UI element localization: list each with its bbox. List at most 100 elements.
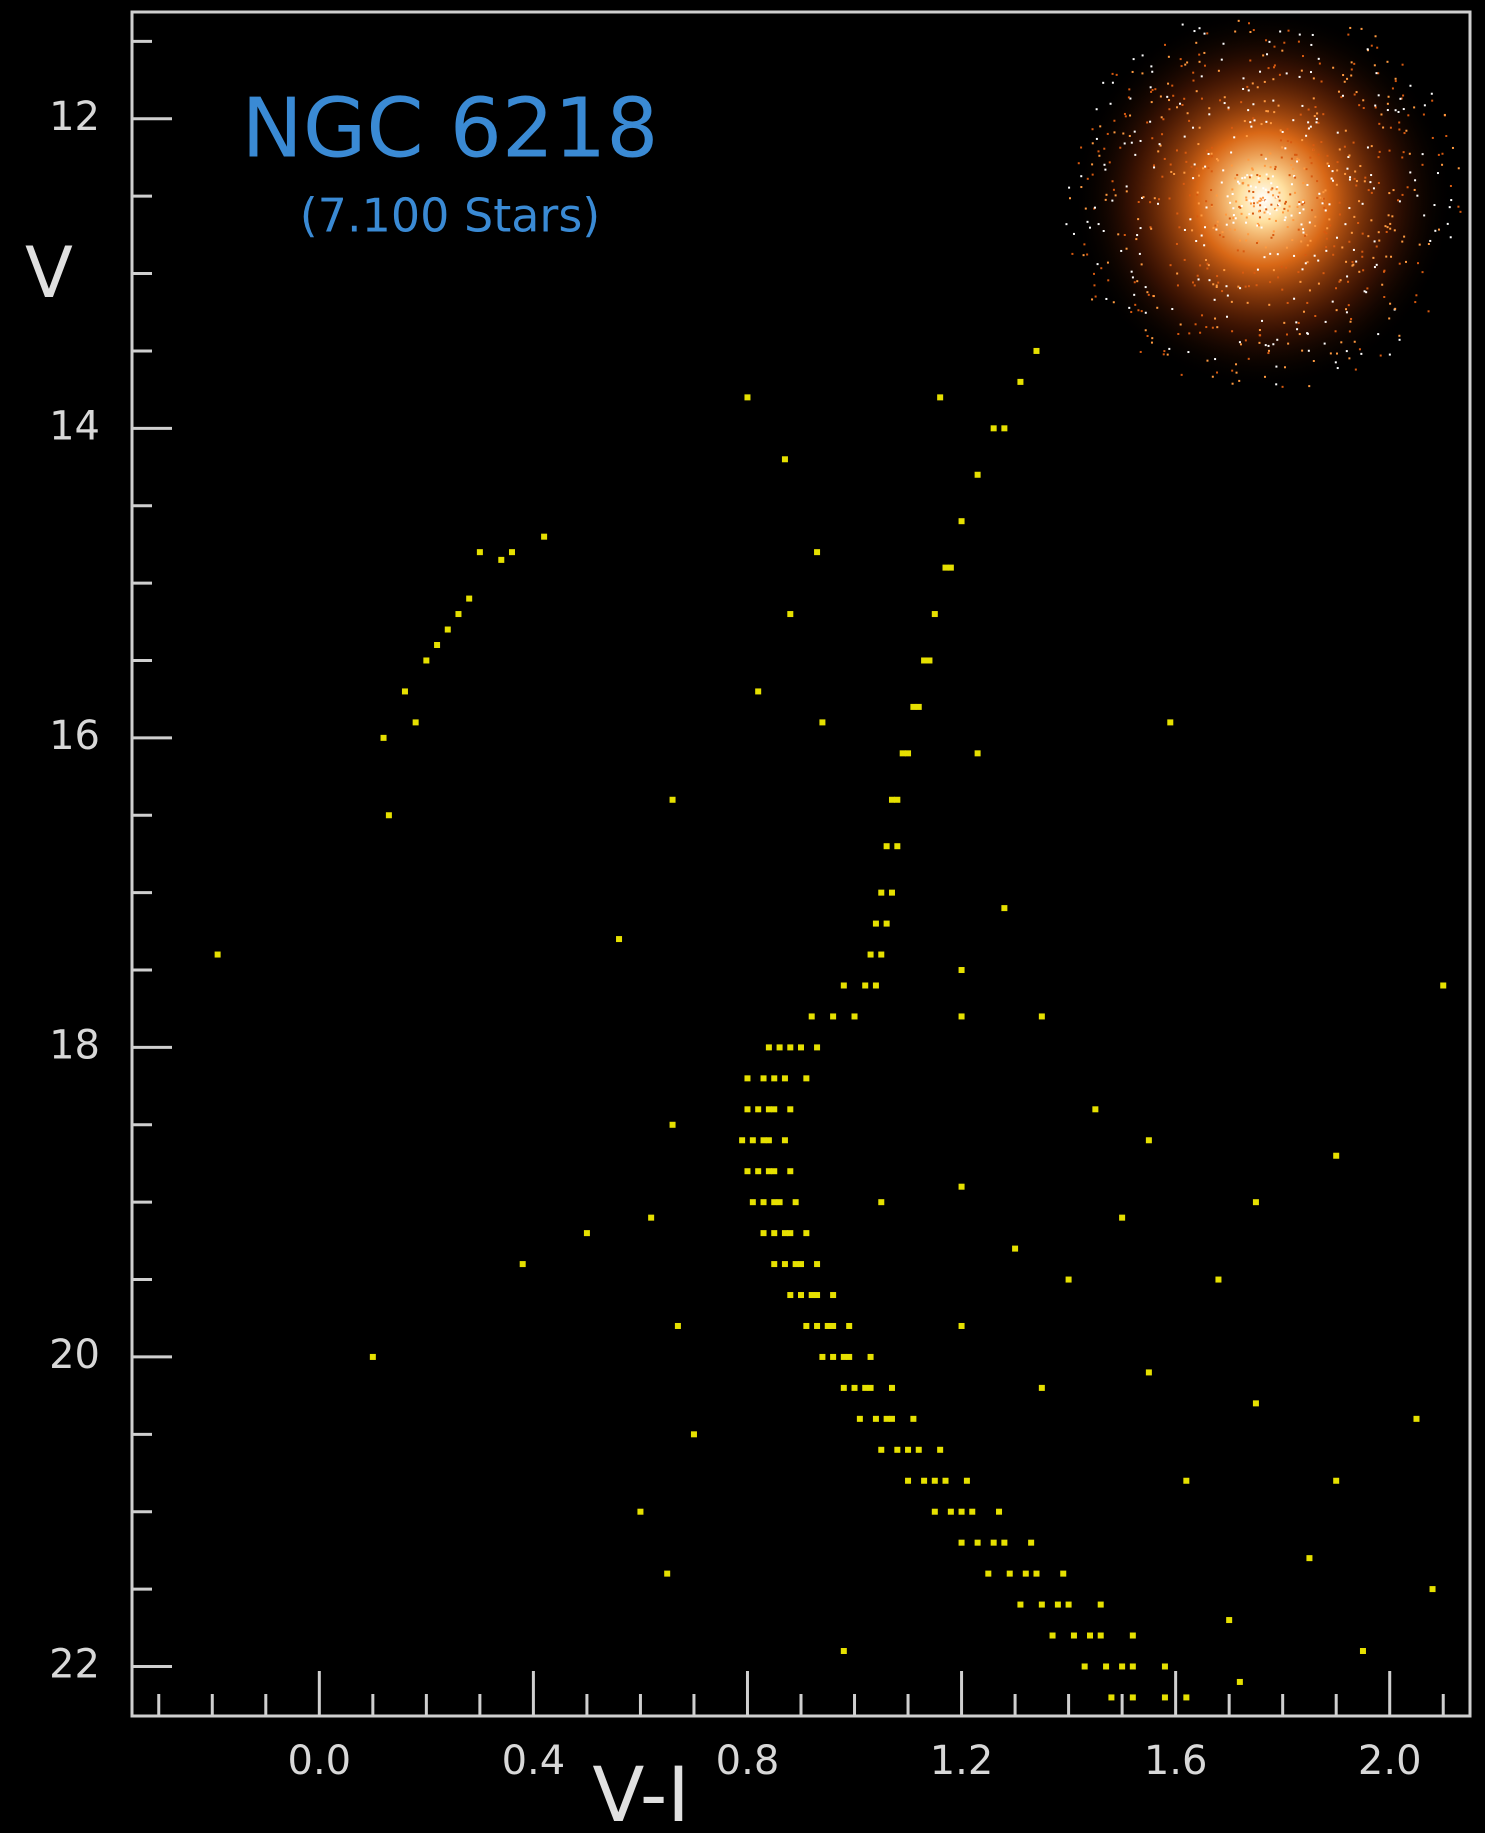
cluster-star [1225, 223, 1228, 226]
cluster-star [1234, 30, 1237, 33]
cluster-star [1252, 117, 1255, 120]
cluster-star [1361, 255, 1364, 258]
cluster-star [1391, 87, 1394, 90]
cluster-star [1372, 187, 1375, 190]
cluster-star [1245, 239, 1248, 242]
cluster-star [1248, 213, 1251, 216]
cluster-star [1247, 109, 1250, 112]
cluster-star [1265, 120, 1268, 123]
cluster-star [1322, 272, 1325, 275]
cluster-star [1169, 264, 1172, 267]
star-point [1092, 1106, 1099, 1113]
star-point [765, 1044, 772, 1051]
star-point [883, 843, 890, 850]
cluster-star [1309, 125, 1312, 128]
cluster-star [1102, 229, 1105, 232]
star-point [883, 1415, 890, 1422]
star-point [1119, 1214, 1126, 1221]
cluster-star [1254, 186, 1257, 189]
cluster-star [1252, 103, 1255, 106]
cluster-star [1205, 200, 1208, 203]
cluster-star [1100, 267, 1103, 270]
cluster-star [1158, 143, 1161, 146]
cluster-star [1379, 354, 1382, 357]
cluster-star [1259, 204, 1262, 207]
cluster-star [1244, 285, 1247, 288]
cluster-star [1387, 214, 1390, 217]
cluster-star [1150, 90, 1153, 93]
cluster-star [1142, 196, 1145, 199]
cluster-star [1207, 152, 1210, 155]
star-point [749, 1199, 756, 1206]
cluster-star [1159, 95, 1162, 98]
cluster-star [1293, 297, 1296, 300]
y-tick-label: 18 [49, 1022, 100, 1068]
cluster-star [1195, 240, 1198, 243]
cluster-star [1216, 371, 1219, 374]
cluster-star [1313, 115, 1316, 118]
cluster-star [1265, 208, 1268, 211]
cluster-star [1335, 309, 1338, 312]
cluster-star [1153, 197, 1156, 200]
star-point [814, 1261, 821, 1268]
star-point [739, 1137, 746, 1144]
cluster-star [1297, 271, 1300, 274]
cluster-star [1306, 332, 1309, 335]
cluster-star [1197, 143, 1200, 146]
cluster-star [1423, 104, 1426, 107]
cluster-star [1217, 69, 1220, 72]
cluster-star [1251, 212, 1254, 215]
cluster-star [1390, 255, 1393, 258]
cluster-star [1246, 301, 1249, 304]
star-point [915, 703, 922, 710]
star-point [888, 796, 895, 803]
cluster-star [1257, 240, 1260, 243]
cluster-star [1245, 221, 1248, 224]
star-point [937, 394, 944, 401]
cluster-star [1391, 215, 1394, 218]
cluster-star [1377, 156, 1380, 159]
cluster-star [1251, 82, 1254, 85]
cluster-star [1139, 139, 1142, 142]
cluster-star [1083, 243, 1086, 246]
cluster-star [1213, 298, 1216, 301]
star-point [947, 564, 954, 571]
cluster-star [1264, 206, 1267, 209]
cluster-star [1242, 181, 1245, 184]
cluster-star [1324, 209, 1327, 212]
cluster-star [1381, 283, 1384, 286]
cluster-star [1281, 130, 1284, 133]
cluster-star [1298, 201, 1301, 204]
cluster-star [1290, 214, 1293, 217]
cluster-star [1345, 350, 1348, 353]
cluster-star [1186, 112, 1189, 115]
cluster-star [1185, 160, 1188, 163]
cluster-star [1457, 205, 1460, 208]
cluster-star [1211, 326, 1214, 329]
cluster-star [1403, 132, 1406, 135]
cluster-star [1338, 148, 1341, 151]
star-point [1065, 1601, 1072, 1608]
cluster-star [1341, 246, 1344, 249]
cluster-star [1256, 224, 1259, 227]
cluster-star [1103, 163, 1106, 166]
cluster-star [1263, 80, 1266, 83]
cluster-star [1305, 168, 1308, 171]
cluster-star [1203, 64, 1206, 67]
cluster-star [1122, 132, 1125, 135]
star-point [583, 1230, 590, 1237]
cluster-star [1389, 227, 1392, 230]
cluster-star [1301, 139, 1304, 142]
star-point [888, 1415, 895, 1422]
cluster-star [1210, 170, 1213, 173]
star-point [872, 1415, 879, 1422]
star-point [669, 796, 676, 803]
cluster-star [1401, 240, 1404, 243]
cluster-star [1431, 136, 1434, 139]
cluster-star [1150, 341, 1153, 344]
cluster-star [1348, 240, 1351, 243]
star-point [1033, 347, 1040, 354]
cluster-star [1323, 230, 1326, 233]
cluster-star [1406, 186, 1409, 189]
cluster-star [1231, 369, 1234, 372]
